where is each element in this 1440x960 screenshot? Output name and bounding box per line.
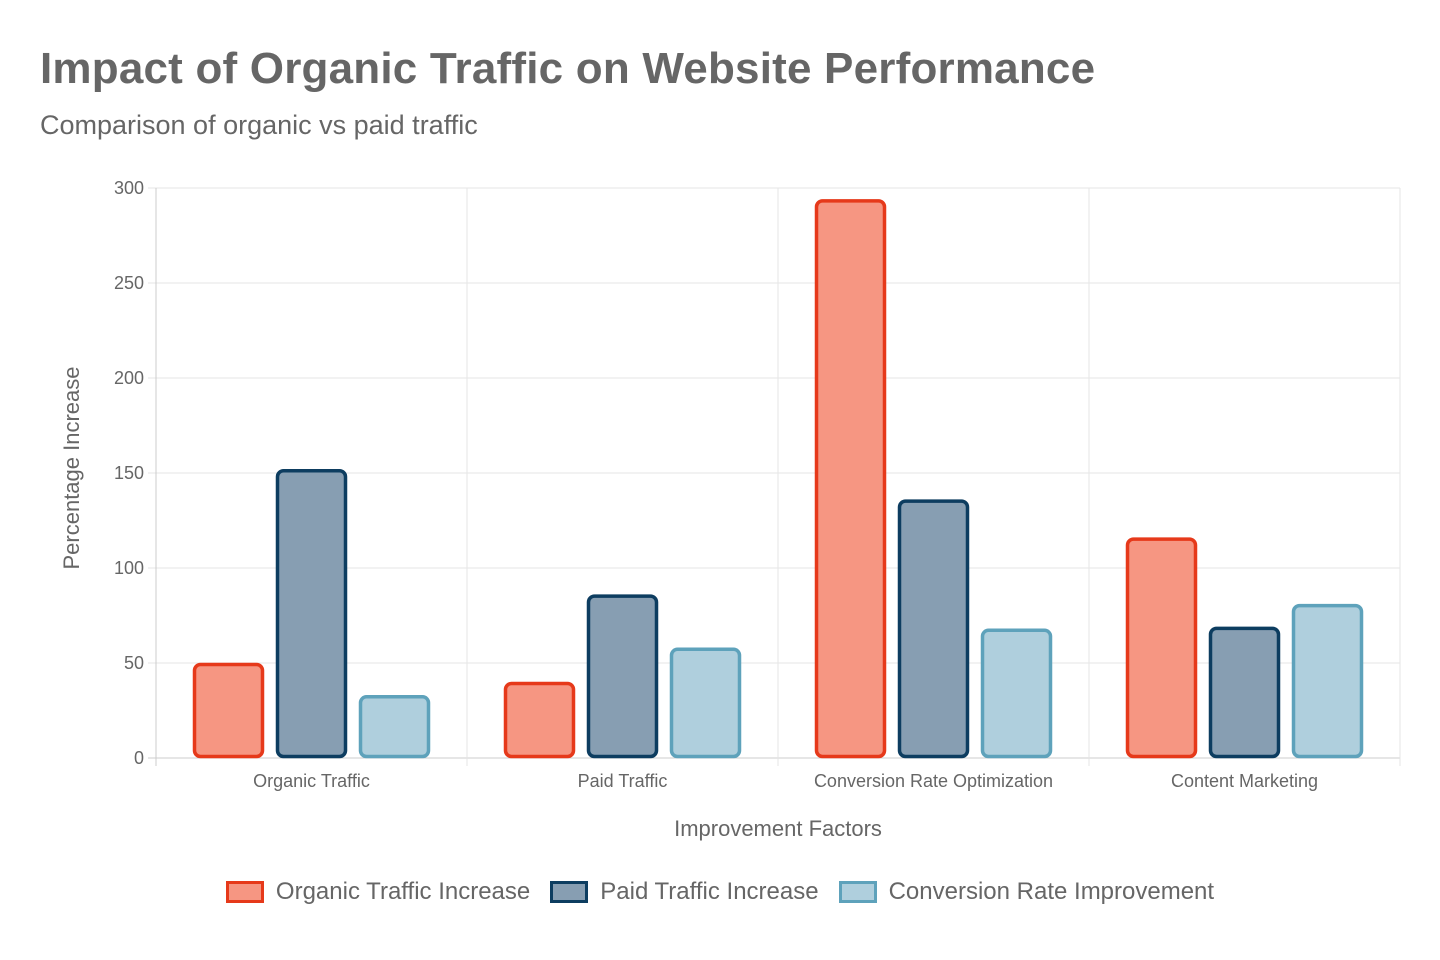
x-axis-title: Improvement Factors [674,816,882,841]
legend-item[interactable]: Organic Traffic Increase [225,878,531,906]
y-tick-label: 100 [114,558,144,578]
x-tick-label: Organic Traffic [253,771,370,791]
legend-label: Paid Traffic Increase [600,878,819,905]
x-tick-label: Paid Traffic [578,771,668,791]
bar[interactable] [275,468,348,759]
label-layer: 0 50 100 150 200 250 300 Organic Traffic Paid Tr… [114,178,1318,791]
legend-swatch [225,881,264,903]
legend-label: Organic Traffic Increase [275,878,531,905]
grid-layer [148,187,1401,766]
x-tick-label: Content Marketing [1171,771,1318,791]
x-tick-label: Conversion Rate Optimization [814,771,1053,791]
bar[interactable] [192,662,265,759]
legend-label: Conversion Rate Improvement [888,878,1215,905]
bar[interactable] [1208,626,1281,759]
y-tick-label: 150 [114,463,144,483]
chart-subtitle: Comparison of organic vs paid traffic [40,110,478,140]
legend-item[interactable]: Paid Traffic Increase [550,878,819,906]
chart-legend: Organic Traffic Increase Paid Traffic Inc… [0,878,1440,906]
bar[interactable] [814,199,887,759]
chart-title: Impact of Organic Traffic on Website Per… [40,44,1096,93]
bar[interactable] [897,499,970,759]
bar-layer [192,199,1364,759]
bar[interactable] [1125,537,1198,759]
legend-swatch [838,881,877,903]
y-tick-label: 300 [114,178,144,198]
y-tick-label: 50 [124,653,144,673]
y-axis-title: Percentage Increase [59,366,84,569]
y-tick-label: 0 [134,748,144,768]
legend-item[interactable]: Conversion Rate Improvement [838,878,1215,906]
legend-swatch [550,881,589,903]
bar[interactable] [669,647,742,759]
bar[interactable] [1291,603,1364,759]
y-tick-label: 250 [114,273,144,293]
bar[interactable] [586,594,659,759]
bar[interactable] [503,681,576,759]
bar[interactable] [980,628,1053,759]
bar[interactable] [358,695,431,759]
y-tick-label: 200 [114,368,144,388]
